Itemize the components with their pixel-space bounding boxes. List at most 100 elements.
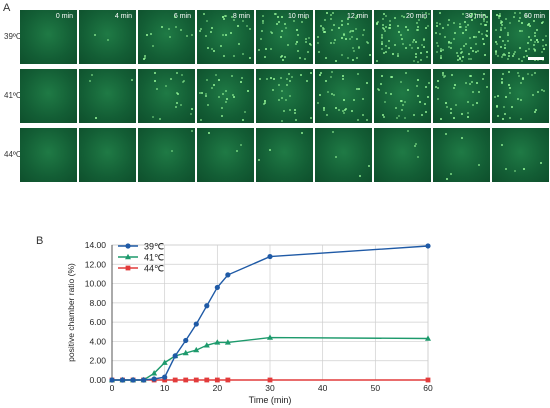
fluorescent-spot	[278, 98, 281, 101]
fluorescent-spot	[499, 29, 502, 32]
fluorescent-spot	[453, 21, 456, 24]
fluorescent-spot	[482, 17, 485, 20]
fluorescent-spot	[233, 95, 236, 98]
fluorescent-spot	[240, 77, 243, 80]
fluorescent-spot	[294, 119, 297, 122]
fluorescent-spot	[504, 95, 507, 98]
fluorescent-spot	[301, 132, 304, 135]
time-label: 20 min	[405, 13, 427, 20]
fluorescent-spot	[415, 85, 418, 88]
fluorescent-spot	[496, 104, 499, 107]
fluorescent-spot	[204, 35, 207, 38]
fluorescent-spot	[412, 59, 415, 62]
fluorescent-spot	[321, 29, 324, 32]
fluorescent-spot	[309, 44, 312, 47]
fluorescent-spot	[498, 14, 501, 17]
data-point	[225, 272, 231, 278]
fluorescent-spot	[543, 90, 546, 93]
fluorescent-spot	[486, 85, 489, 88]
fluorescent-spot	[532, 44, 535, 47]
fluorescent-spot	[479, 13, 482, 16]
fluorescent-spot	[333, 23, 336, 26]
fluorescent-spot	[499, 19, 502, 22]
fluorescent-spot	[436, 98, 439, 101]
fluorescent-spot	[281, 89, 284, 92]
fluorescent-spot	[449, 111, 452, 114]
fluorescent-spot	[475, 82, 478, 85]
fluorescent-spot	[353, 99, 356, 102]
fluorescent-spot	[393, 17, 396, 20]
fluorescent-spot	[348, 30, 351, 33]
fluorescent-spot	[466, 101, 469, 104]
fluorescent-spot	[486, 35, 489, 38]
fluorescent-spot	[500, 20, 503, 23]
fluorescent-spot	[213, 49, 216, 52]
fluorescent-spot	[539, 162, 542, 165]
fluorescent-spot	[344, 108, 347, 111]
fluorescent-spot	[427, 95, 430, 98]
fluorescent-spot	[495, 106, 498, 109]
fluorescent-spot	[351, 109, 354, 112]
fluorescent-spot	[207, 46, 210, 49]
fluorescent-spot	[106, 39, 109, 42]
fluorescent-spot	[444, 75, 447, 78]
data-point	[267, 334, 273, 340]
fluorescent-spot	[226, 98, 229, 101]
fluorescent-spot	[470, 14, 473, 17]
fluorescent-spot	[357, 45, 360, 48]
fluorescent-spot	[475, 43, 478, 46]
y-axis-label: positive chamber ratio (%)	[66, 263, 76, 362]
fluorescent-spot	[207, 131, 210, 134]
fluorescent-spot	[465, 28, 468, 31]
fluorescent-spot	[398, 114, 401, 117]
fluorescent-spot	[342, 33, 345, 36]
fluorescent-spot	[204, 94, 207, 97]
fluorescent-spot	[534, 50, 537, 53]
fluorescent-spot	[382, 115, 385, 118]
x-tick-label: 40	[318, 383, 328, 393]
fluorescent-spot	[291, 76, 294, 79]
fluorescent-spot	[541, 51, 544, 54]
fluorescent-spot	[474, 51, 477, 53]
micrograph-tile	[256, 128, 313, 182]
fluorescent-spot	[444, 133, 447, 136]
fluorescent-spot	[283, 56, 286, 59]
fluorescent-spot	[365, 118, 368, 121]
fluorescent-spot	[477, 30, 480, 33]
fluorescent-spot	[450, 46, 453, 49]
fluorescent-spot	[482, 38, 485, 41]
fluorescent-spot	[415, 40, 418, 43]
fluorescent-spot	[283, 109, 286, 112]
fluorescent-spot	[281, 55, 284, 58]
fluorescent-spot	[533, 72, 536, 75]
fluorescent-spot	[461, 12, 464, 15]
fluorescent-spot	[400, 38, 403, 41]
fluorescent-spot	[415, 56, 418, 59]
fluorescent-spot	[470, 57, 473, 60]
data-point	[151, 376, 157, 382]
fluorescent-spot	[437, 86, 440, 89]
fluorescent-spot	[344, 37, 347, 40]
fluorescent-spot	[494, 95, 497, 98]
legend-label: 41℃	[144, 253, 164, 263]
time-label: 0 min	[55, 13, 73, 20]
fluorescent-spot	[281, 59, 284, 62]
fluorescent-spot	[319, 24, 322, 27]
fluorescent-spot	[545, 34, 548, 37]
fluorescent-spot	[524, 15, 527, 18]
fluorescent-spot	[418, 101, 421, 104]
fluorescent-spot	[396, 53, 399, 56]
fluorescent-spot	[443, 35, 446, 38]
fluorescent-spot	[239, 80, 242, 83]
fluorescent-spot	[419, 58, 422, 61]
fluorescent-spot	[524, 49, 527, 52]
fluorescent-spot	[496, 95, 499, 98]
fluorescent-spot	[494, 50, 497, 53]
fluorescent-spot	[519, 12, 522, 15]
fluorescent-spot	[323, 108, 326, 111]
time-label: 4 min	[114, 13, 132, 20]
fluorescent-spot	[426, 55, 429, 58]
fluorescent-spot	[341, 75, 344, 78]
fluorescent-spot	[417, 156, 420, 159]
fluorescent-spot	[495, 13, 498, 16]
